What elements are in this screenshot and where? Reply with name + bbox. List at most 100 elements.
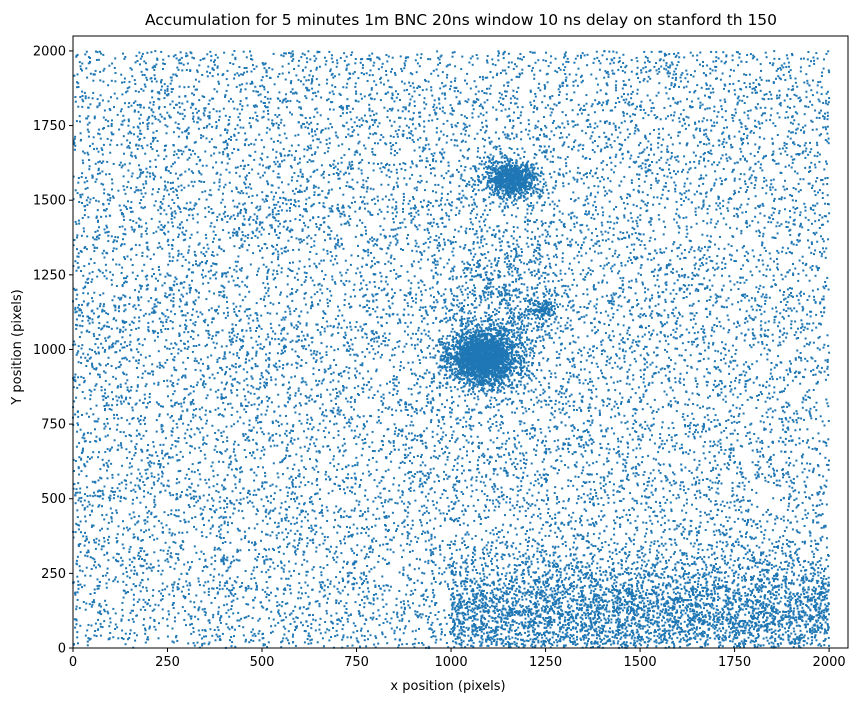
data-point	[513, 332, 516, 335]
data-point	[711, 481, 714, 484]
data-point	[326, 578, 329, 581]
data-point	[215, 127, 218, 130]
data-point	[294, 500, 297, 503]
data-point	[267, 118, 270, 121]
data-point	[570, 198, 572, 200]
data-point	[513, 557, 516, 560]
data-point	[571, 211, 574, 214]
data-point	[645, 345, 648, 348]
data-point	[442, 512, 445, 515]
data-point	[129, 396, 132, 399]
data-point	[111, 299, 114, 302]
data-point	[81, 105, 84, 108]
data-point	[601, 54, 604, 57]
data-point	[558, 501, 561, 503]
data-point	[811, 94, 814, 97]
data-point	[787, 314, 790, 317]
data-point	[812, 553, 815, 556]
data-point	[431, 94, 434, 97]
data-point	[476, 236, 479, 239]
data-point	[139, 218, 142, 221]
data-point	[612, 303, 615, 306]
data-point	[463, 382, 465, 385]
data-point	[683, 119, 685, 122]
data-point	[534, 127, 537, 130]
data-point	[622, 201, 625, 204]
data-point	[453, 318, 456, 321]
data-point	[756, 628, 759, 631]
data-point	[492, 441, 495, 444]
data-point	[520, 138, 523, 141]
data-point	[578, 379, 581, 382]
data-point	[183, 108, 186, 111]
data-point	[517, 245, 520, 248]
data-point	[406, 506, 409, 509]
data-point	[823, 598, 826, 601]
data-point	[608, 247, 611, 250]
data-point	[761, 341, 764, 343]
data-point	[76, 598, 79, 601]
data-point	[336, 395, 338, 398]
data-point	[280, 247, 283, 250]
data-point	[771, 333, 774, 336]
data-point	[222, 517, 225, 520]
data-point	[259, 208, 262, 211]
data-point	[490, 193, 493, 196]
data-point	[759, 441, 762, 444]
data-point	[325, 548, 328, 551]
data-point	[563, 126, 566, 129]
data-point	[201, 518, 204, 521]
data-point	[703, 157, 706, 160]
data-point	[83, 247, 86, 249]
data-point	[210, 563, 213, 566]
data-point	[433, 261, 435, 264]
data-point	[465, 227, 468, 230]
data-point	[740, 373, 743, 376]
data-point	[354, 210, 357, 213]
data-point	[758, 147, 761, 150]
data-point	[458, 100, 461, 103]
data-point	[403, 89, 406, 92]
data-point	[699, 155, 702, 158]
data-point	[407, 234, 409, 236]
data-point	[535, 219, 538, 221]
data-point	[205, 422, 208, 425]
data-point	[376, 125, 379, 128]
data-point	[682, 168, 685, 171]
data-point	[802, 396, 805, 399]
data-point	[824, 139, 827, 141]
data-point	[450, 540, 453, 543]
data-point	[575, 461, 578, 464]
data-point	[776, 263, 779, 266]
data-point	[822, 240, 825, 243]
data-point	[473, 201, 476, 204]
data-point	[500, 446, 503, 449]
data-point	[760, 313, 763, 316]
data-point	[781, 552, 784, 555]
data-point	[392, 378, 395, 381]
data-point	[479, 156, 482, 159]
data-point	[803, 418, 805, 421]
data-point	[385, 515, 388, 517]
data-point	[235, 85, 238, 88]
data-point	[428, 539, 431, 542]
data-point	[519, 555, 522, 558]
data-point	[130, 440, 133, 443]
data-point	[113, 439, 116, 442]
data-point	[163, 209, 166, 212]
data-point	[401, 493, 404, 496]
data-point	[321, 270, 323, 273]
data-point	[664, 542, 667, 545]
data-point	[516, 226, 519, 229]
data-point	[749, 535, 752, 538]
data-point	[594, 407, 597, 410]
data-point	[175, 57, 178, 60]
data-point	[289, 394, 292, 397]
data-point	[103, 610, 106, 613]
data-point	[179, 298, 182, 301]
data-point	[766, 264, 769, 267]
data-point	[390, 450, 393, 453]
data-point	[313, 510, 316, 513]
data-point	[469, 87, 472, 90]
data-point	[305, 210, 308, 213]
